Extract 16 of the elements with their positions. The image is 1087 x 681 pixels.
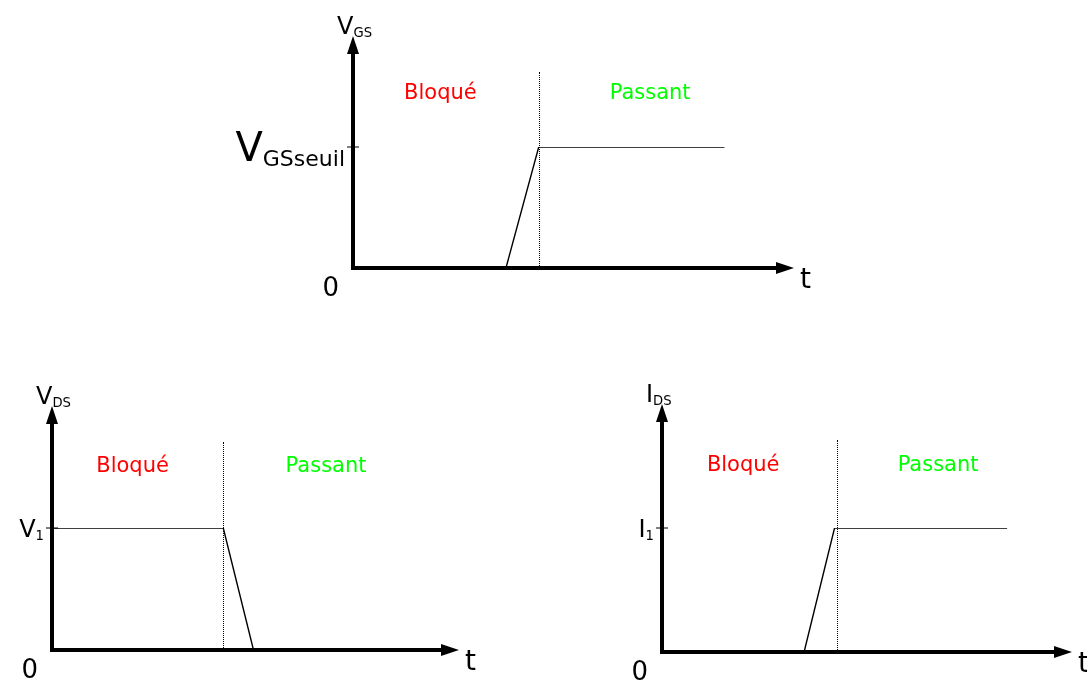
y-axis-title: IDS	[646, 380, 672, 408]
text: Bloqué	[404, 80, 477, 105]
y-axis-title: VGS	[337, 12, 373, 40]
text: Passant	[285, 453, 367, 478]
text: 0	[21, 654, 38, 681]
x-axis-title: t	[800, 262, 811, 295]
x-axis-title: t	[465, 644, 476, 677]
text: V1	[19, 514, 44, 543]
text: I1	[638, 514, 654, 543]
text: Bloqué	[96, 453, 169, 478]
text: Passant	[897, 452, 979, 477]
y-axis-title: VDS	[36, 382, 71, 410]
text: 0	[322, 272, 339, 302]
text: 0	[631, 656, 648, 681]
text: Passant	[609, 80, 691, 105]
text: Bloqué	[706, 452, 780, 477]
